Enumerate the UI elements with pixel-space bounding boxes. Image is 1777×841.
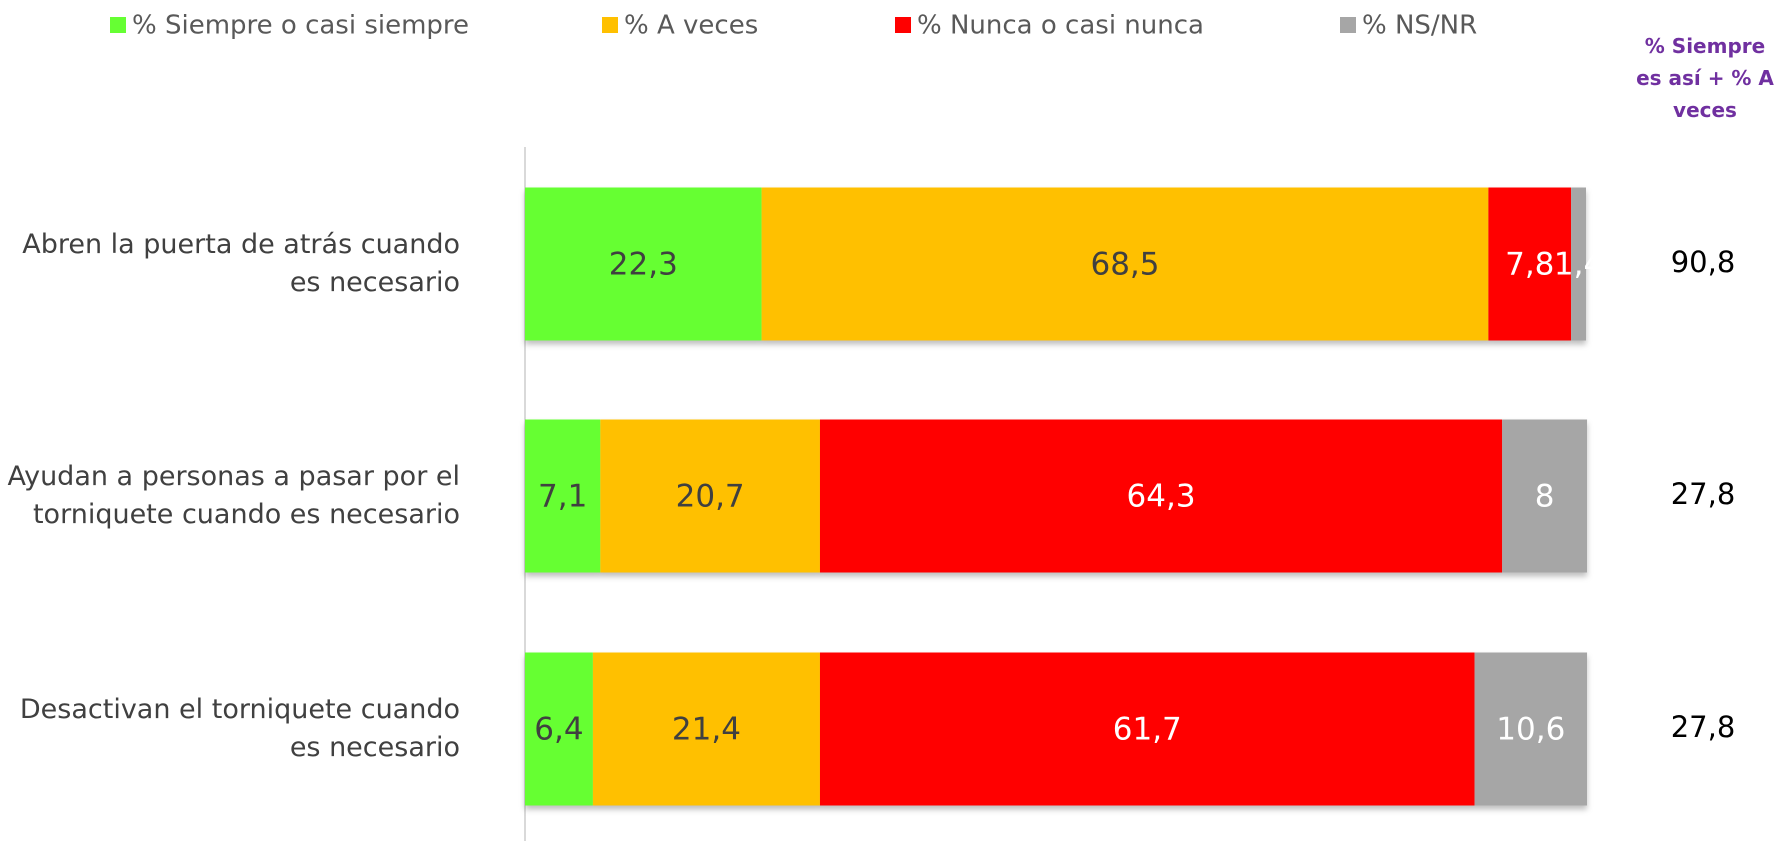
bar-segment [819, 419, 1503, 573]
bar-segment [1571, 187, 1586, 341]
total-label: 27,8 [1671, 710, 1736, 744]
value-label: 7,8 [1505, 247, 1554, 283]
bar-segment [525, 652, 593, 806]
bar-row [525, 419, 1588, 573]
value-label: 1,4 [1554, 247, 1603, 283]
bar-segment [819, 652, 1475, 806]
bar-segment [525, 419, 601, 573]
bar-segment [592, 652, 820, 806]
total-label: 27,8 [1671, 477, 1736, 511]
bar-segment [761, 187, 1489, 341]
bar-row [525, 187, 1586, 341]
value-label: 68,5 [1090, 247, 1159, 283]
legend-label: % A veces [624, 11, 758, 41]
bar-segment [600, 419, 820, 573]
category-label: Abren la puerta de atrás cuando es neces… [22, 229, 460, 298]
value-label: 8 [1535, 479, 1555, 515]
category-label: Desactivan el torniquete cuando es neces… [19, 694, 460, 763]
legend-swatch [895, 17, 911, 33]
legend-swatch [1340, 17, 1356, 33]
bar-segment [1474, 652, 1588, 806]
bar-segment [1502, 419, 1588, 573]
legend-swatch [110, 17, 126, 33]
bar-segment [525, 187, 762, 341]
value-label: 22,3 [609, 247, 678, 283]
category-label: Ayudan a personas a pasar por el torniqu… [7, 461, 460, 530]
value-label: 64,3 [1127, 479, 1196, 515]
legend-label: % Siempre o casi siempre [132, 11, 469, 41]
value-label: 6,4 [534, 712, 583, 748]
value-label: 21,4 [672, 712, 741, 748]
value-label: 61,7 [1113, 712, 1182, 748]
value-label: 20,7 [676, 479, 745, 515]
value-label: 7,1 [538, 479, 587, 515]
legend-swatch [602, 17, 618, 33]
legend-label: % NS/NR [1362, 11, 1477, 41]
bar-segment [1488, 187, 1572, 341]
legend-label: % Nunca o casi nunca [917, 11, 1204, 41]
total-label: 90,8 [1671, 245, 1736, 279]
value-label: 10,6 [1496, 712, 1565, 748]
bar-row [525, 652, 1588, 806]
totals-header: % Siempre es así + % A veces [1636, 34, 1774, 122]
